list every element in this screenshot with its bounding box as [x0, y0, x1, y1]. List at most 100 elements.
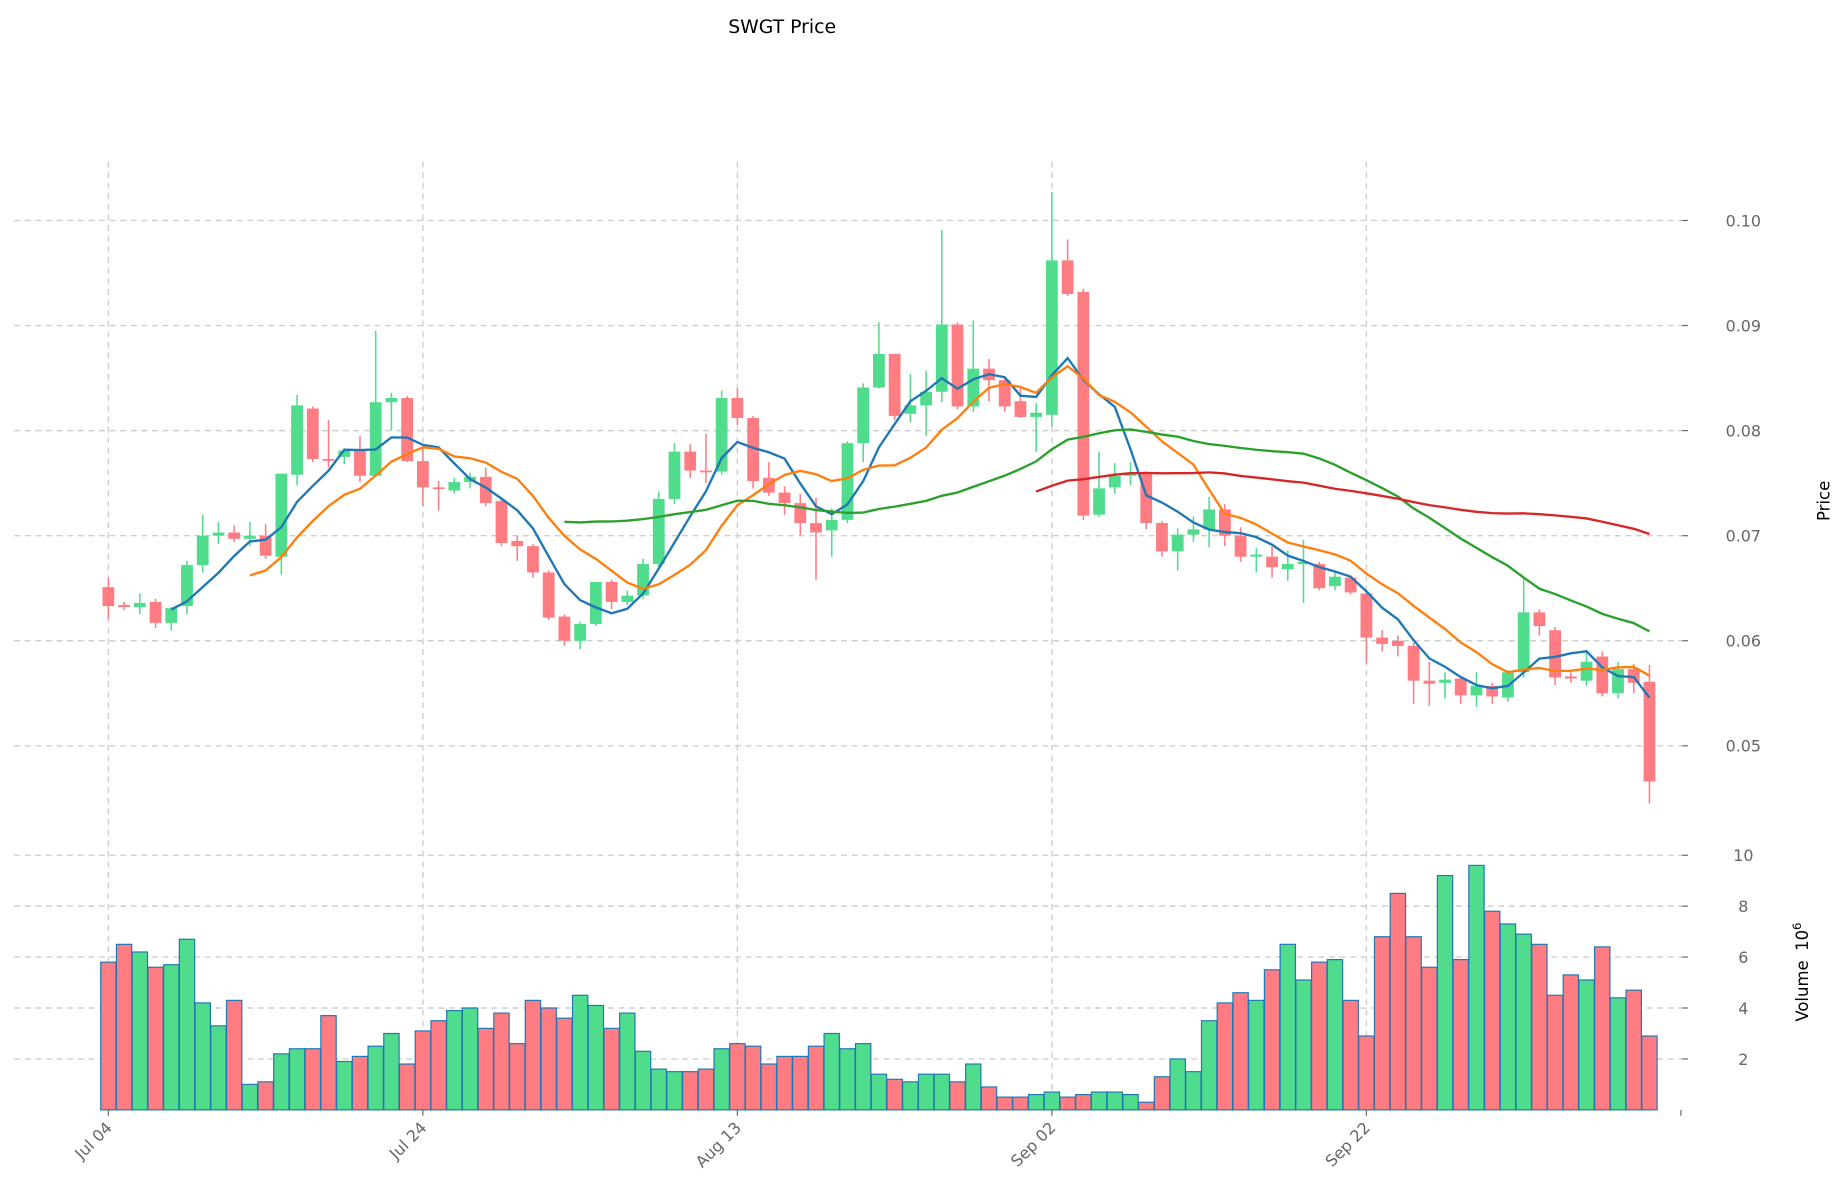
volume-exponent-base: 10	[1793, 930, 1812, 951]
candle-up	[935, 324, 948, 392]
volume-bar	[1310, 961, 1328, 1111]
volume-bar	[288, 1048, 306, 1111]
volume-bar	[367, 1045, 384, 1111]
volume-bar	[1043, 1091, 1061, 1111]
volume-bar	[508, 1043, 526, 1111]
volume-bar	[194, 1002, 211, 1111]
candle-down	[747, 417, 760, 482]
volume-bar	[886, 1078, 903, 1111]
candle-down	[1454, 678, 1467, 696]
volume-bar	[1090, 1091, 1108, 1111]
volume-bar	[524, 999, 542, 1111]
candle-down	[1344, 577, 1357, 593]
candle-up	[1203, 509, 1216, 530]
candle-down	[1234, 535, 1247, 557]
candle-down	[118, 605, 130, 608]
volume-bar	[257, 1081, 274, 1111]
candle-down	[1014, 401, 1027, 417]
candle-down	[354, 450, 366, 476]
volume-bar	[1295, 979, 1312, 1111]
candle-up	[637, 564, 649, 596]
volume-bar	[713, 1048, 730, 1111]
candle-up	[1250, 554, 1263, 557]
volume-tick-label: 6	[1738, 948, 1748, 967]
volume-bar	[619, 1012, 636, 1111]
candle-down	[1360, 593, 1373, 638]
volume-bar	[1562, 974, 1580, 1111]
price-tick-label: 0.06	[1726, 632, 1761, 651]
candle-down	[495, 501, 508, 544]
volume-bar	[792, 1055, 809, 1111]
candle-up	[1171, 534, 1184, 552]
candle-up	[244, 535, 256, 539]
price-tick-label: 0.08	[1726, 421, 1761, 440]
candles	[102, 192, 1656, 804]
candle-up	[1470, 685, 1483, 696]
ma-line-10	[249, 364, 1651, 677]
candle-down	[1077, 291, 1090, 516]
volume-bar	[1216, 1002, 1234, 1111]
candle-up	[275, 473, 288, 557]
candle-down	[511, 540, 524, 547]
volume-bar	[1326, 959, 1344, 1111]
candle-up	[1030, 412, 1043, 417]
price-tick-label: 0.07	[1726, 527, 1761, 546]
volume-bar	[854, 1043, 872, 1111]
price-axis-label: Price	[1814, 481, 1833, 521]
volume-bar	[1027, 1093, 1045, 1111]
volume-tick-label: 2	[1738, 1050, 1748, 1069]
candle-up	[652, 498, 665, 565]
candle-up	[668, 451, 681, 499]
candle-up	[1329, 576, 1341, 587]
ma-line-5	[170, 356, 1651, 699]
volume-bar	[1232, 992, 1249, 1111]
candle-down	[542, 572, 555, 618]
volume-bar	[1373, 936, 1391, 1111]
volume-bar	[1106, 1091, 1124, 1111]
date-tick-label: Aug 13	[692, 1118, 745, 1171]
candle-down	[998, 380, 1011, 407]
volume-bar	[446, 1009, 463, 1111]
volume-bar	[1641, 1035, 1658, 1111]
volume-bar	[273, 1053, 290, 1111]
volume-bar	[823, 1032, 840, 1111]
volume-bar	[1578, 979, 1595, 1111]
volume-bar	[870, 1073, 888, 1111]
volume-bar	[461, 1007, 479, 1111]
candle-down	[1218, 509, 1231, 536]
volume-bar	[210, 1025, 227, 1111]
candle-down	[951, 324, 964, 407]
candle-up	[369, 402, 382, 476]
volume-bar	[430, 1020, 447, 1111]
volume-bar	[1263, 969, 1281, 1111]
candle-down	[1391, 640, 1404, 646]
volume-bar	[1138, 1101, 1155, 1111]
volume-label: Volume	[1793, 960, 1812, 1021]
volume-bar	[1436, 874, 1454, 1111]
candle-down	[1407, 645, 1420, 681]
candle-up	[212, 532, 225, 536]
volume-bar	[729, 1043, 746, 1111]
volume-bar	[571, 994, 589, 1111]
volume-bar	[1499, 923, 1517, 1111]
volume-bar	[760, 1063, 778, 1111]
candle-down	[1061, 260, 1074, 295]
candle-up	[181, 565, 193, 607]
volume-bar	[1122, 1093, 1139, 1111]
candle-down	[684, 451, 697, 471]
ma-line-30	[564, 428, 1651, 633]
volume-bar	[1153, 1076, 1171, 1111]
volume-bar	[965, 1063, 982, 1111]
candle-up	[825, 519, 838, 531]
candle-down	[228, 532, 241, 539]
volume-bar	[115, 943, 133, 1111]
volume-bar	[1342, 999, 1359, 1111]
price-tick-label: 0.09	[1726, 316, 1761, 335]
volume-bar	[1279, 943, 1297, 1111]
candle-down	[605, 581, 618, 602]
volume-bar	[996, 1096, 1013, 1111]
candle-down	[794, 503, 807, 524]
volume-bar	[414, 1030, 432, 1111]
candle-down	[1140, 473, 1153, 524]
moving-average-lines	[170, 356, 1651, 699]
